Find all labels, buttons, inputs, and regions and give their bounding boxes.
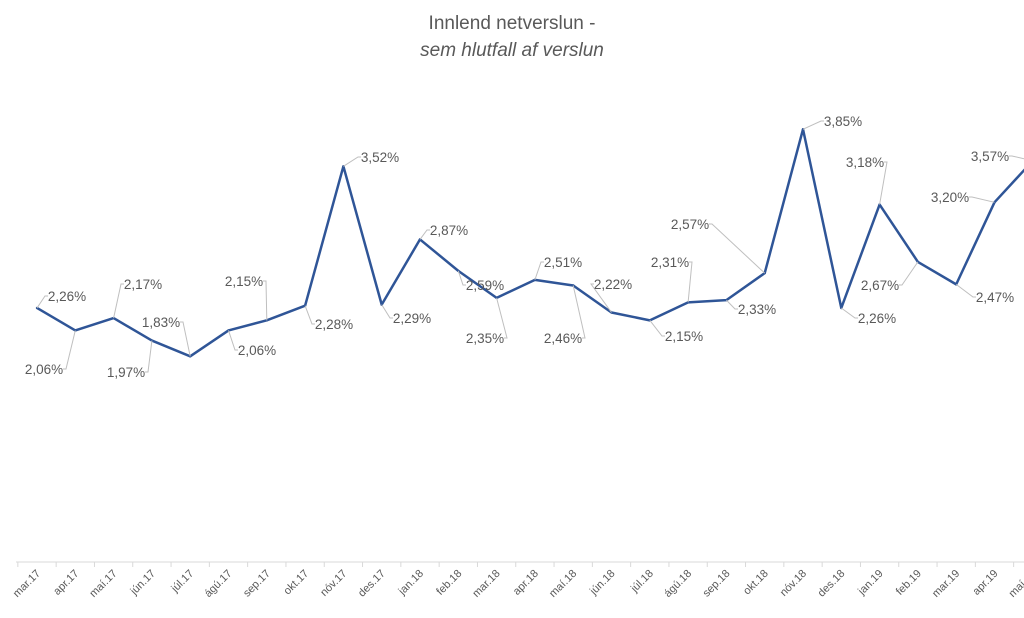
data-label-leader-line <box>113 283 124 319</box>
data-label-leader-line <box>145 340 153 373</box>
data-label-leader-line <box>180 321 191 357</box>
data-label: 2,59% <box>466 278 504 293</box>
data-label: 3,18% <box>846 155 884 170</box>
data-label: 1,97% <box>107 365 145 380</box>
data-label-leader-line <box>687 261 693 303</box>
data-label: 2,28% <box>315 317 353 332</box>
data-label: 3,85% <box>824 114 862 129</box>
chart-title: Innlend netverslun - <box>428 13 596 34</box>
x-tick-label: ágú.18 <box>662 568 694 600</box>
data-label-leader-line <box>841 307 858 319</box>
data-label-leader-line <box>228 330 238 351</box>
x-tick-label: mar.19 <box>930 568 962 600</box>
data-label: 2,87% <box>430 223 468 238</box>
chart-subtitle: sem hlutfall af verslun <box>420 40 604 61</box>
data-label: 2,29% <box>393 311 431 326</box>
x-tick-label: sep.18 <box>701 568 733 600</box>
data-label-leader-line <box>457 270 466 286</box>
data-label-leader-line <box>709 223 766 274</box>
data-label: 1,83% <box>142 315 180 330</box>
x-tick-label: apr.17 <box>51 568 81 598</box>
data-label-leader-line <box>899 261 919 286</box>
x-tick-label: nóv.17 <box>318 568 349 599</box>
data-label-leader-line <box>496 297 508 339</box>
x-tick-label: okt.17 <box>282 568 312 598</box>
x-tick-label: júl.17 <box>169 568 197 596</box>
x-tick-label: feb.18 <box>434 568 464 598</box>
data-label: 2,35% <box>466 331 504 346</box>
x-tick-label: nóv.18 <box>778 568 809 599</box>
x-tick-label: júl.18 <box>628 568 656 596</box>
data-label: 2,57% <box>671 217 709 232</box>
data-label-leader-line <box>419 229 430 240</box>
x-tick-label: apr.18 <box>511 568 541 598</box>
x-tick-label: ágú.17 <box>202 568 234 600</box>
x-tick-label: apr.19 <box>971 568 1001 598</box>
data-label: 2,22% <box>594 277 632 292</box>
data-label: 3,57% <box>971 149 1009 164</box>
data-label: 2,06% <box>25 362 63 377</box>
data-label-leader-line <box>343 156 361 167</box>
data-label: 2,26% <box>858 311 896 326</box>
data-label-leader-line <box>649 320 665 337</box>
data-label-leader-line <box>381 304 393 319</box>
data-label-leader-line <box>534 261 544 281</box>
data-label-leader-line <box>572 285 586 339</box>
data-label-leader-line <box>879 161 888 205</box>
x-tick-label: des.18 <box>816 568 848 600</box>
data-label: 2,06% <box>238 343 276 358</box>
data-label-leader-line <box>955 283 976 298</box>
x-tick-label: mar.17 <box>11 568 43 600</box>
data-label: 2,33% <box>738 302 776 317</box>
data-label: 2,31% <box>651 255 689 270</box>
x-tick-label: okt.18 <box>741 568 771 598</box>
x-tick-label: maí.17 <box>87 568 119 600</box>
data-label-leader-line <box>263 280 268 321</box>
data-label-leader-line <box>590 283 612 313</box>
x-tick-label: mar.18 <box>470 568 502 600</box>
data-label-leader-line <box>1009 155 1024 160</box>
data-label: 2,67% <box>861 278 899 293</box>
x-tick-label: maí.19 <box>1007 568 1024 600</box>
x-tick-label: sep.17 <box>241 568 273 600</box>
data-label: 2,46% <box>544 331 582 346</box>
x-tick-label: feb.19 <box>894 568 924 598</box>
chart-title-block: Innlend netverslun - sem hlutfall af ver… <box>0 10 1024 64</box>
x-tick-label: jún.18 <box>587 568 617 598</box>
x-tick-label: jan.18 <box>396 568 426 598</box>
data-label-leader-line <box>36 295 48 309</box>
x-tick-label: maí.18 <box>547 568 579 600</box>
x-tick-label: jún.17 <box>128 568 158 598</box>
data-label: 3,20% <box>931 190 969 205</box>
data-label: 2,26% <box>48 289 86 304</box>
data-label: 2,51% <box>544 255 582 270</box>
data-label-leader-line <box>969 196 995 203</box>
data-label-leader-line <box>802 120 824 130</box>
x-tick-label: jan.19 <box>855 568 885 598</box>
data-label: 2,17% <box>124 277 162 292</box>
data-point <box>150 339 154 342</box>
data-label: 2,47% <box>976 290 1014 305</box>
data-label: 2,15% <box>225 274 263 289</box>
data-label: 3,52% <box>361 150 399 165</box>
x-tick-label: des.17 <box>356 568 388 600</box>
data-label: 2,15% <box>665 329 703 344</box>
data-label-leader-line <box>726 299 738 310</box>
data-label-leader-line <box>304 305 315 325</box>
data-label-leader-line <box>63 330 76 370</box>
